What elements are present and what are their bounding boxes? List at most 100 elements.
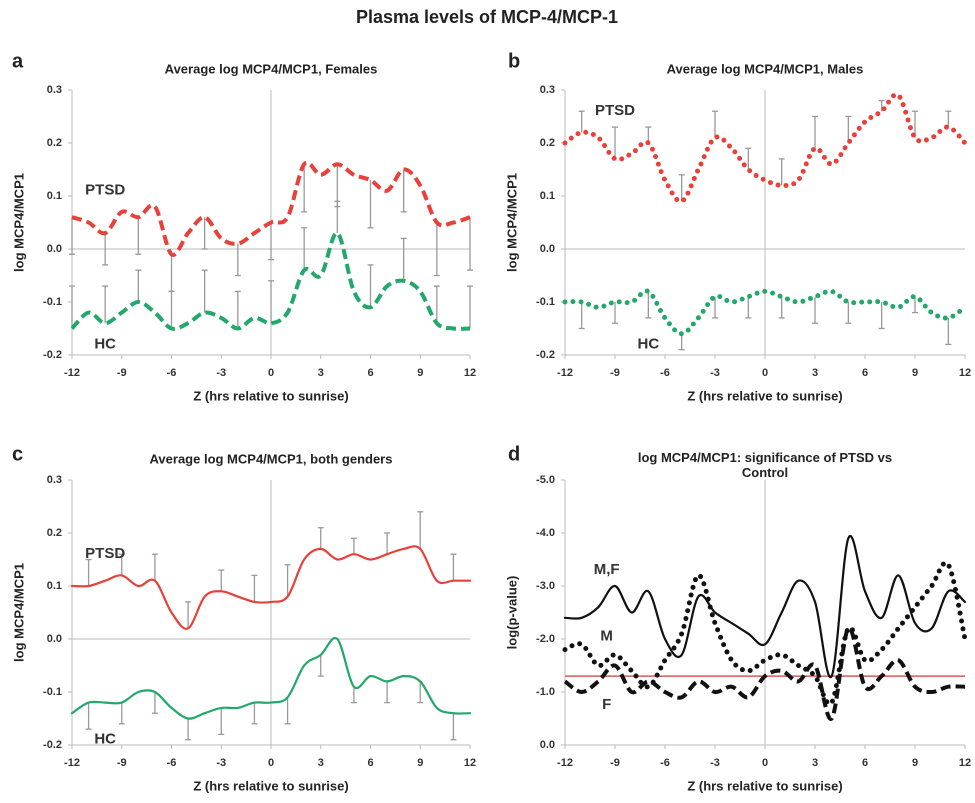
x-tick-label: -12 xyxy=(64,367,80,379)
error-bar xyxy=(151,553,158,581)
error-bar xyxy=(317,654,324,677)
series-line xyxy=(70,636,472,720)
series-line xyxy=(562,560,968,707)
error-bar xyxy=(168,290,175,329)
x-axis-label: Z (hrs relative to sunrise) xyxy=(193,388,348,403)
x-tick-label: 3 xyxy=(812,367,818,379)
y-tick-label: 0.0 xyxy=(47,243,62,255)
error-bar xyxy=(201,217,208,250)
y-tick-label: -3.0 xyxy=(536,580,555,592)
x-tick-label: -9 xyxy=(117,757,127,769)
panel-letter: a xyxy=(12,50,24,72)
error-bar xyxy=(218,569,225,592)
y-tick-label: 0.0 xyxy=(47,633,62,645)
x-tick-label: 0 xyxy=(762,367,768,379)
error-bar xyxy=(678,174,685,202)
error-bar xyxy=(85,558,92,586)
y-tick-label: -1.0 xyxy=(536,686,555,698)
error-bar xyxy=(812,115,818,149)
y-axis-label: log MCP4/MCP1 xyxy=(11,173,26,272)
error-bar xyxy=(69,285,75,329)
x-tick-label: 6 xyxy=(367,367,373,379)
error-bar xyxy=(367,180,374,229)
series-line xyxy=(70,545,472,630)
x-tick-label: 6 xyxy=(862,367,868,379)
error-bar xyxy=(612,302,618,324)
annotation: HC xyxy=(94,731,116,748)
x-tick-label: 0 xyxy=(268,367,274,379)
x-tick-label: -12 xyxy=(557,367,573,379)
error-bar xyxy=(384,681,391,704)
error-bar xyxy=(234,290,241,329)
error-bar xyxy=(945,110,952,128)
y-tick-label: 0.2 xyxy=(540,137,555,149)
error-bar xyxy=(417,511,424,549)
panel-letter: d xyxy=(508,443,520,465)
y-tick-label: -0.2 xyxy=(43,739,62,751)
panel-letter: b xyxy=(508,50,520,72)
y-axis-label: log MCP4/MCP1 xyxy=(504,173,519,272)
error-bar xyxy=(467,217,473,271)
error-bar xyxy=(334,164,341,208)
error-bar xyxy=(118,702,125,725)
error-bar xyxy=(251,702,258,725)
error-bar xyxy=(151,692,158,714)
error-bar xyxy=(645,291,652,319)
error-bar xyxy=(745,296,752,319)
error-bar xyxy=(912,296,918,314)
error-bar xyxy=(334,200,341,234)
y-tick-label: 0.2 xyxy=(47,527,62,539)
error-bar xyxy=(102,233,109,266)
y-tick-label: -0.1 xyxy=(43,296,62,308)
y-tick-label: 0.1 xyxy=(47,580,62,592)
y-axis-label: log(p-value) xyxy=(504,576,519,650)
y-tick-label: -0.2 xyxy=(43,349,62,361)
error-bar xyxy=(384,532,391,555)
x-axis-label: Z (hrs relative to sunrise) xyxy=(193,778,348,793)
error-bar xyxy=(168,254,175,293)
y-tick-label: 0.3 xyxy=(47,84,62,96)
error-bar xyxy=(201,269,208,313)
y-tick-label: -2.0 xyxy=(536,633,555,645)
error-bar xyxy=(301,227,308,271)
error-bar xyxy=(400,237,407,281)
error-bar xyxy=(400,169,407,213)
x-axis-label: Z (hrs relative to sunrise) xyxy=(687,388,842,403)
x-tick-label: 9 xyxy=(912,367,918,379)
x-tick-label: -3 xyxy=(710,367,720,379)
x-tick-label: 9 xyxy=(417,757,423,769)
x-tick-label: -3 xyxy=(710,757,720,769)
series-line xyxy=(71,160,471,257)
x-tick-label: -6 xyxy=(660,367,670,379)
error-bar xyxy=(712,296,718,319)
x-tick-label: -9 xyxy=(610,367,620,379)
series-line xyxy=(562,288,968,337)
x-tick-label: 6 xyxy=(862,757,868,769)
error-bar xyxy=(578,110,585,133)
error-bar xyxy=(350,686,357,704)
error-bar xyxy=(317,527,324,549)
y-tick-label: -0.1 xyxy=(43,686,62,698)
x-tick-label: 3 xyxy=(812,757,818,769)
error-bar xyxy=(812,296,818,324)
x-tick-label: -3 xyxy=(216,757,226,769)
x-tick-label: 12 xyxy=(959,757,971,769)
error-bar xyxy=(878,302,885,330)
error-bar xyxy=(878,99,885,112)
panel-title: log MCP4/MCP1: significance of PTSD vs C… xyxy=(637,450,893,480)
error-bar xyxy=(268,280,274,324)
error-bar xyxy=(945,317,952,346)
x-tick-label: 3 xyxy=(318,367,324,379)
error-bar xyxy=(251,574,258,602)
error-bar xyxy=(467,285,473,329)
y-tick-label: 0.2 xyxy=(47,137,62,149)
error-bar xyxy=(433,222,440,277)
x-tick-label: -3 xyxy=(216,367,226,379)
error-bar xyxy=(845,115,852,143)
error-bar xyxy=(678,333,685,351)
y-tick-label: -0.1 xyxy=(536,296,555,308)
error-bar xyxy=(778,158,785,186)
error-bar xyxy=(367,264,374,308)
x-tick-label: 0 xyxy=(268,757,274,769)
